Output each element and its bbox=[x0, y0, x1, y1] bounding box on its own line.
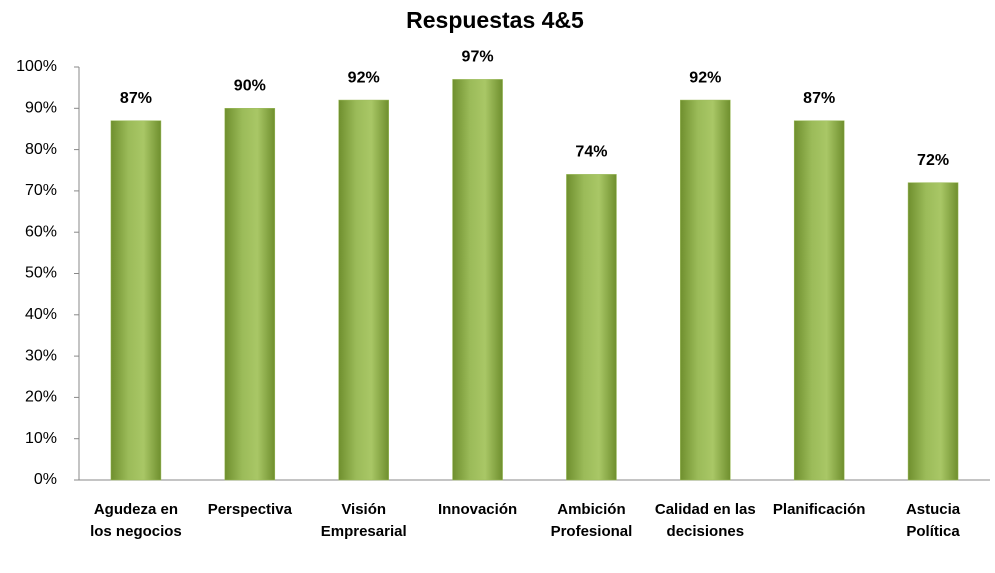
bar bbox=[110, 120, 162, 481]
y-tick-label: 0% bbox=[34, 471, 57, 488]
bar bbox=[452, 79, 503, 481]
value-label: 92% bbox=[348, 69, 380, 86]
value-label: 90% bbox=[234, 78, 266, 95]
x-tick-label: Innovación bbox=[437, 501, 518, 518]
x-tick-label: Planificación bbox=[772, 501, 866, 518]
y-tick-label: 10% bbox=[25, 430, 57, 447]
y-tick-label: 90% bbox=[25, 100, 57, 117]
x-tick-label: Visión Empresarial bbox=[320, 501, 407, 540]
bar bbox=[338, 99, 389, 481]
value-label: 74% bbox=[575, 144, 607, 161]
y-tick-label: 40% bbox=[25, 306, 57, 323]
y-tick-label: 100% bbox=[16, 58, 57, 75]
bar bbox=[224, 108, 276, 481]
x-tick-label: Astucia Política bbox=[905, 501, 961, 540]
bar bbox=[566, 174, 617, 481]
y-tick-label: 30% bbox=[25, 347, 57, 364]
value-label: 87% bbox=[803, 90, 835, 107]
value-label: 92% bbox=[689, 69, 721, 86]
x-tick-label: Ambición Profesional bbox=[550, 501, 633, 540]
y-tick-label: 70% bbox=[25, 182, 57, 199]
bar bbox=[680, 99, 731, 481]
y-tick-label: 20% bbox=[25, 389, 57, 406]
bar bbox=[907, 182, 959, 481]
value-label: 97% bbox=[462, 49, 494, 66]
x-tick-label: Agudeza en los negocios bbox=[90, 501, 182, 540]
x-tick-label: Perspectiva bbox=[207, 501, 292, 518]
bar bbox=[793, 120, 845, 481]
x-tick-label: Calidad en las decisiones bbox=[654, 501, 756, 540]
y-tick-label: 60% bbox=[25, 223, 57, 240]
chart-title: Respuestas 4&5 bbox=[406, 7, 584, 33]
y-tick-label: 80% bbox=[25, 141, 57, 158]
value-label: 72% bbox=[917, 152, 949, 169]
y-tick-label: 50% bbox=[25, 265, 57, 282]
value-label: 87% bbox=[120, 90, 152, 107]
